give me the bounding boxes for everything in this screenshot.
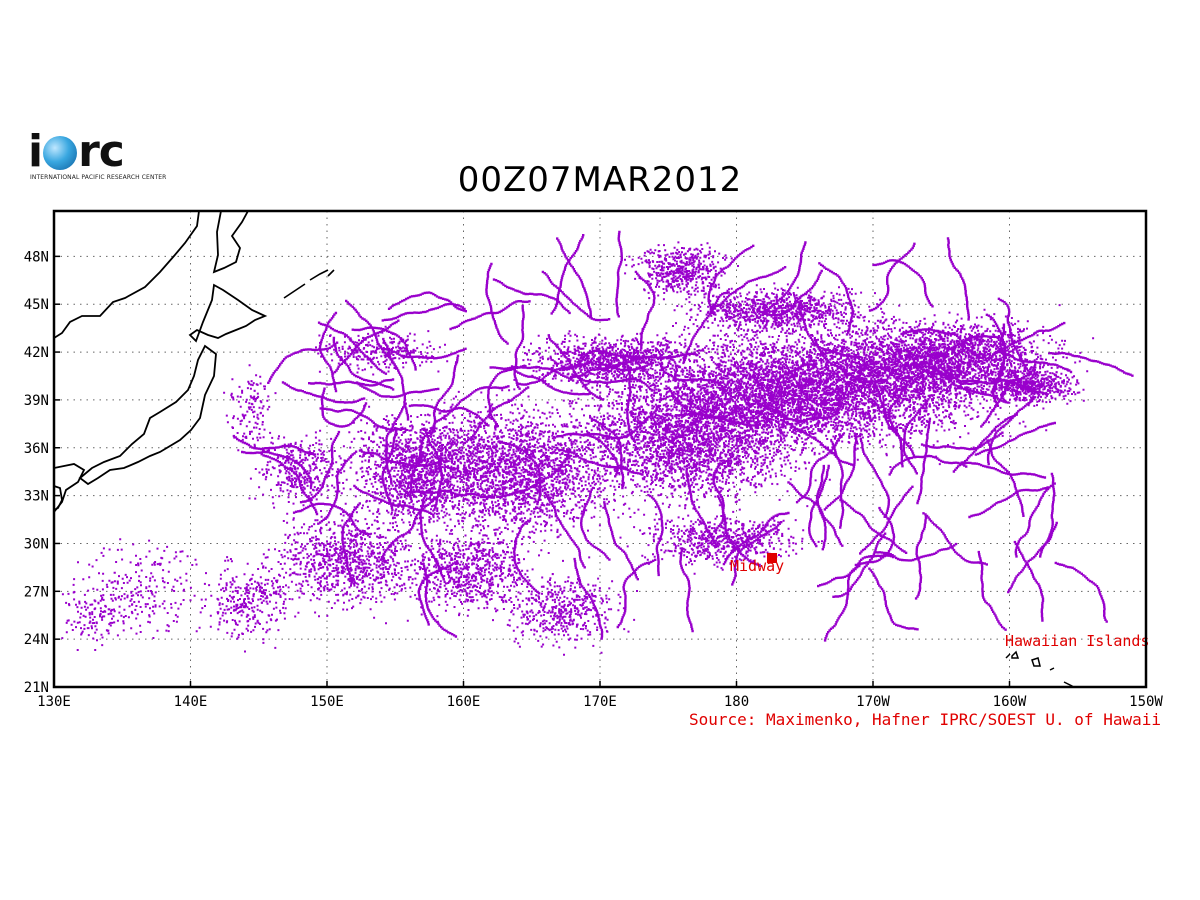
y-tick-label: 39N <box>24 393 49 409</box>
y-tick-label: 30N <box>24 536 49 552</box>
x-tick-label: 170W <box>856 694 890 710</box>
y-tick-label: 48N <box>24 249 49 265</box>
sakhalin-coastline <box>212 211 249 274</box>
midway-label: Midway <box>730 557 784 575</box>
y-tick-label: 45N <box>24 297 49 313</box>
logo-wordmark: iprc <box>28 126 125 177</box>
y-tick-label: 21N <box>24 680 49 696</box>
x-tick-label: 160E <box>447 694 481 710</box>
hawaiian-islands <box>1005 650 1075 687</box>
kyushu-coastline <box>54 485 63 511</box>
hawaii-label: Hawaiian Islands <box>1005 632 1150 650</box>
y-tick-label: 42N <box>24 345 49 361</box>
x-tick-label: 150E <box>310 694 344 710</box>
honshu-coastline <box>78 344 217 486</box>
map-labels: Midway Hawaiian Islands <box>730 553 1150 650</box>
source-credit: Source: Maximenko, Hafner IPRC/SOEST U. … <box>688 710 1161 729</box>
midway-marker <box>767 553 777 563</box>
graticule <box>54 211 1146 688</box>
kuril-islands <box>283 269 335 299</box>
x-tick-label: 170E <box>583 694 617 710</box>
map-title: 00Z07MAR2012 <box>457 160 743 200</box>
iprc-logo: iprc INTERNATIONAL PACIFIC RESEARCH CENT… <box>28 127 166 185</box>
x-tick-label: 180 <box>724 694 749 710</box>
x-tick-label: 140E <box>174 694 208 710</box>
map-frame <box>52 209 1148 689</box>
hokkaido-coastline <box>188 283 268 343</box>
coastlines <box>54 211 1075 687</box>
y-tick-label: 36N <box>24 441 49 457</box>
debris-particles <box>61 230 1134 656</box>
globe-icon: p <box>43 136 78 170</box>
logo-subtitle: INTERNATIONAL PACIFIC RESEARCH CENTER <box>30 174 167 181</box>
japan-coastline <box>54 211 200 339</box>
y-tick-label: 24N <box>24 632 49 648</box>
axis-ticks: 130E 140E 150E 160E 170E 180 170W 160W 150W 21N 24… <box>24 249 1164 710</box>
debris-field <box>61 230 1134 656</box>
x-tick-label: 130E <box>37 694 71 710</box>
y-tick-label: 27N <box>24 584 49 600</box>
x-tick-label: 150W <box>1129 694 1163 710</box>
y-tick-label: 33N <box>24 489 49 505</box>
x-tick-label: 160W <box>993 694 1027 710</box>
